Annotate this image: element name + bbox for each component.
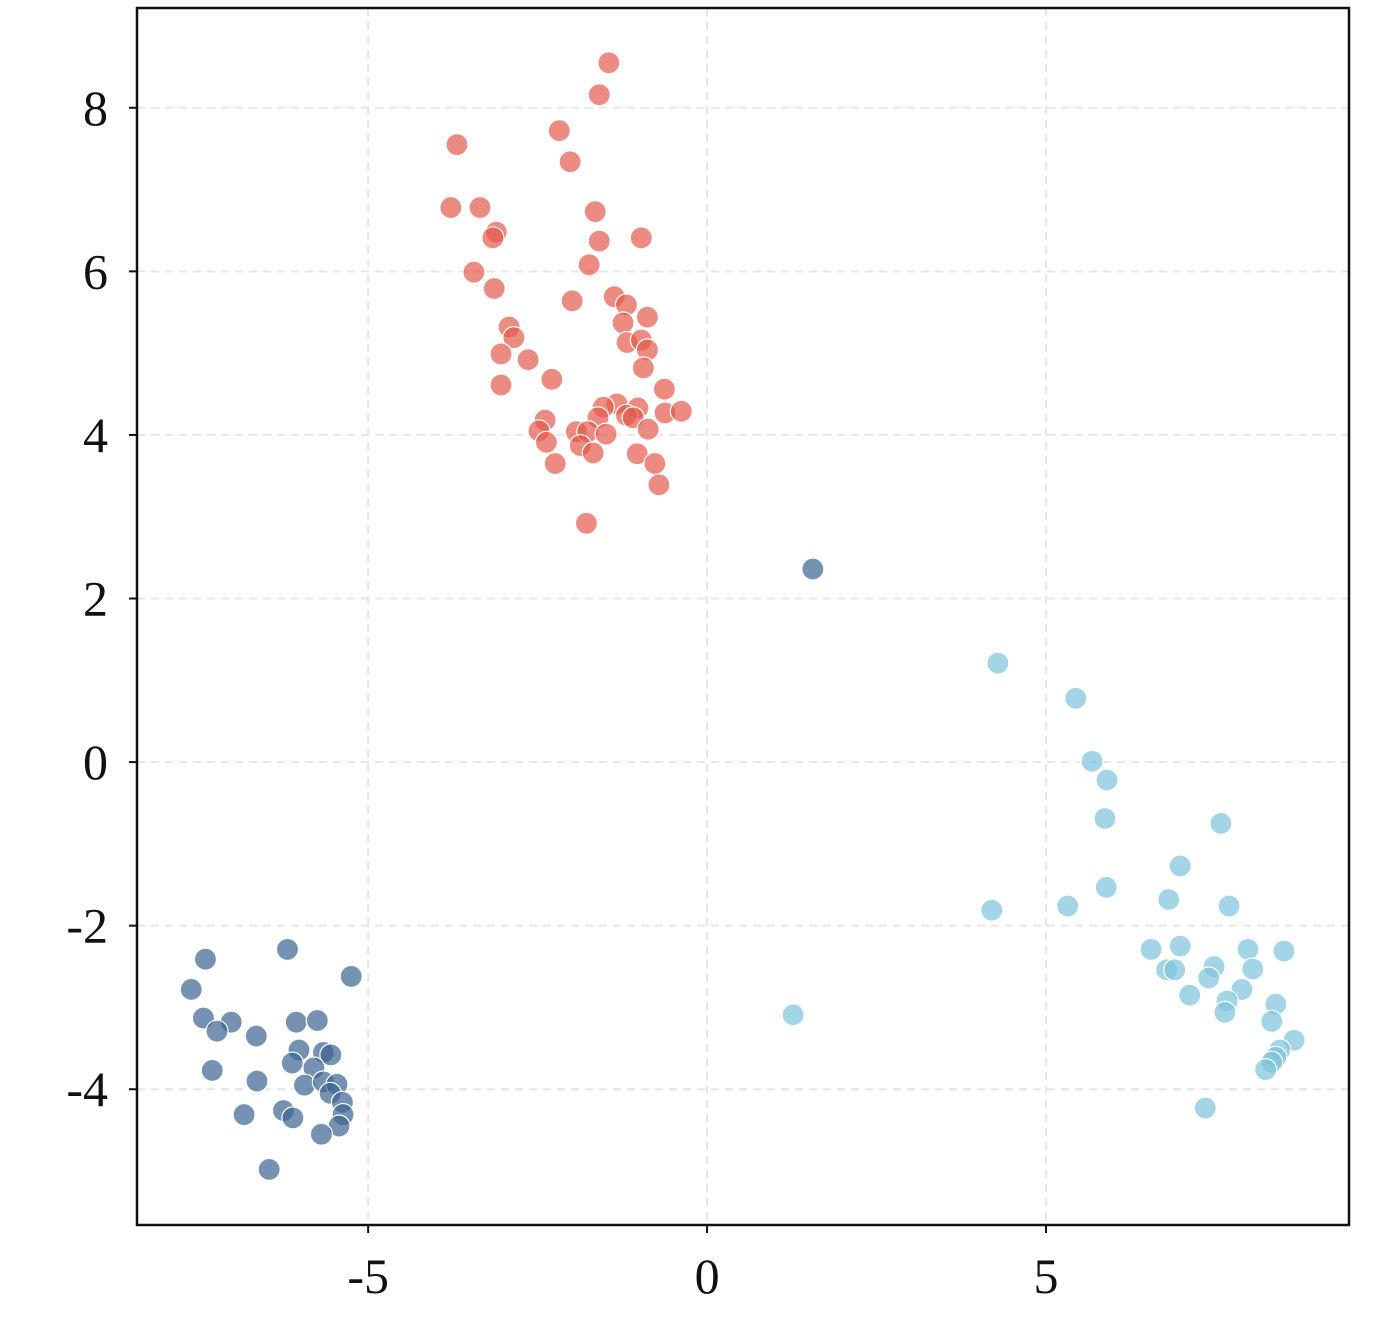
point (1272, 939, 1296, 963)
point (292, 1073, 317, 1097)
point (543, 451, 567, 476)
point (587, 229, 611, 253)
point (625, 442, 649, 466)
point (281, 1106, 305, 1130)
point (597, 51, 621, 75)
point (232, 1102, 256, 1127)
point (581, 441, 605, 465)
y-tick-label: 8 (83, 80, 108, 136)
point (1193, 1096, 1217, 1120)
point (502, 326, 526, 350)
point (1095, 768, 1119, 792)
y-tick-label: 0 (83, 734, 108, 790)
point (1213, 1000, 1237, 1024)
point (193, 947, 218, 971)
point (245, 1069, 269, 1093)
point (1254, 1058, 1278, 1082)
y-tick-label: 2 (83, 571, 108, 627)
point (611, 311, 635, 335)
point (482, 276, 506, 301)
point (1197, 966, 1221, 990)
point (1241, 957, 1265, 981)
point (445, 132, 469, 157)
point (574, 511, 599, 535)
point (1209, 811, 1233, 836)
point (558, 150, 582, 174)
x-tick-label: -5 (347, 1248, 389, 1304)
y-tick-label: -4 (66, 1061, 108, 1117)
x-tick-label: 0 (695, 1248, 720, 1304)
point (309, 1122, 333, 1146)
point (275, 937, 300, 961)
point (244, 1024, 268, 1048)
point (1260, 1009, 1284, 1033)
point (284, 1010, 308, 1034)
point (631, 356, 655, 380)
y-tick-label: -2 (66, 898, 108, 954)
point (1236, 937, 1260, 961)
point (801, 557, 825, 581)
point (629, 226, 653, 250)
point (1064, 686, 1088, 710)
point (587, 83, 611, 107)
point (669, 399, 693, 423)
point (257, 1157, 281, 1181)
point (1168, 854, 1192, 878)
point (1080, 749, 1104, 773)
tick-labels: -5 0 5 -4 -2 0 2 4 6 8 (66, 80, 1058, 1304)
point (1217, 894, 1241, 918)
point (468, 195, 492, 220)
point (481, 226, 505, 250)
point (652, 377, 676, 401)
point (1168, 934, 1192, 958)
plot-frame (135, 6, 1351, 1227)
point (647, 473, 671, 497)
point (1094, 875, 1118, 899)
point (560, 289, 584, 313)
point (540, 367, 564, 391)
point (205, 1019, 229, 1043)
point (635, 305, 660, 329)
points (179, 51, 1306, 1181)
y-tick-label: 6 (83, 243, 108, 299)
point (489, 373, 513, 397)
point (280, 1051, 304, 1075)
point (1139, 937, 1163, 961)
point (1178, 983, 1202, 1007)
point (200, 1058, 224, 1083)
y-tick-label: 4 (83, 407, 108, 463)
point (577, 253, 601, 277)
point (583, 200, 607, 224)
point (636, 417, 660, 441)
point (439, 195, 463, 220)
point (1163, 958, 1187, 982)
point (986, 651, 1010, 675)
point (594, 422, 618, 446)
point (305, 1008, 329, 1033)
x-tick-label: 5 (1034, 1248, 1059, 1304)
point (462, 260, 486, 284)
point (339, 964, 363, 988)
point (1093, 806, 1117, 831)
point (319, 1043, 343, 1067)
point (547, 119, 571, 143)
point (781, 1003, 805, 1027)
point (516, 348, 540, 372)
point (179, 977, 203, 1002)
point (534, 430, 559, 454)
point (980, 898, 1004, 922)
point (1157, 887, 1181, 912)
point (1056, 894, 1080, 918)
point (489, 342, 513, 366)
point (643, 451, 667, 476)
